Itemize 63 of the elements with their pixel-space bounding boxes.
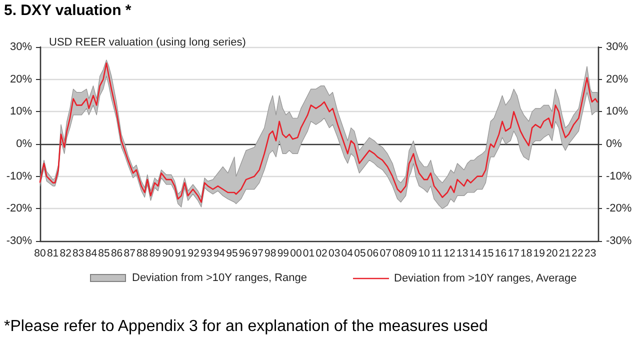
- legend-label: Deviation from >10Y ranges, Average: [394, 272, 577, 284]
- x-tick-label: 94: [213, 248, 226, 260]
- x-tick-label: 90: [162, 248, 174, 260]
- x-tick-label: 19: [533, 248, 546, 260]
- x-tick-label: 10: [418, 248, 430, 260]
- x-tick-label: 93: [200, 248, 212, 260]
- x-tick-label: 99: [277, 248, 290, 260]
- x-tick-label: 02: [316, 248, 328, 260]
- x-tick-label: 84: [85, 248, 98, 260]
- y2-tick-label: 0%: [606, 138, 622, 150]
- y2-tick-label: 20%: [606, 73, 628, 86]
- x-tick-label: 15: [482, 248, 494, 260]
- y2-tick-label: 10%: [606, 106, 628, 118]
- y2-tick-label: 30%: [606, 41, 628, 53]
- y2-tick-label: -10%: [606, 170, 632, 182]
- x-tick-label: 86: [110, 248, 123, 260]
- x-tick-label: 07: [380, 248, 392, 260]
- x-tick-label: 98: [264, 248, 276, 260]
- x-tick-label: 09: [405, 248, 418, 260]
- text: *Please refer to Appendix 3 for an explanation of the measures used: [4, 318, 488, 336]
- y2-tick-label: -30%: [606, 235, 632, 247]
- y-tick-label: 30%: [10, 41, 32, 53]
- x-tick-label: 03: [328, 248, 340, 260]
- y-tick-label: -30%: [6, 235, 32, 247]
- x-tick-label: 91: [174, 248, 187, 260]
- x-tick-label: 13: [456, 248, 468, 260]
- x-tick-label: 17: [508, 248, 520, 260]
- x-tick-label: 00: [290, 248, 302, 260]
- text: Deviation from >10Y ranges, Range: [132, 272, 307, 284]
- x-tick-label: 97: [252, 248, 264, 260]
- x-tick-label: 89: [149, 248, 162, 260]
- x-tick-label: 06: [366, 248, 379, 260]
- x-tick-label: 82: [60, 248, 72, 260]
- x-tick-label: 83: [72, 248, 84, 260]
- x-tick-label: 87: [124, 248, 136, 260]
- x-tick-label: 16: [494, 248, 507, 260]
- x-tick-label: 80: [34, 248, 46, 260]
- y-tick-label: 10%: [10, 106, 32, 118]
- x-tick-label: 11: [431, 248, 442, 260]
- x-tick-label: 05: [354, 248, 366, 260]
- y-tick-label: -20%: [6, 202, 32, 215]
- x-tick-label: 92: [188, 248, 200, 260]
- chart-title: 5. DXY valuation *: [4, 2, 132, 19]
- x-tick-label: 22: [572, 248, 584, 260]
- x-tick-label: 04: [341, 248, 354, 260]
- y-tick-label: -10%: [6, 170, 32, 182]
- y-tick-label: 20%: [10, 73, 32, 86]
- x-tick-label: 01: [302, 248, 315, 260]
- x-tick-label: 88: [136, 248, 148, 260]
- x-tick-label: 85: [98, 248, 110, 260]
- y-tick-label: 0%: [16, 138, 32, 150]
- chart-subtitle: USD REER valuation (using long series): [49, 36, 246, 48]
- x-tick-label: 12: [444, 248, 456, 260]
- x-tick-label: 14: [469, 248, 482, 260]
- x-tick-label: 18: [520, 248, 532, 260]
- x-tick-label: 21: [558, 248, 571, 260]
- x-tick-label: 81: [46, 248, 59, 260]
- x-tick-label: 95: [226, 248, 238, 260]
- x-tick-label: 20: [546, 248, 558, 260]
- x-tick-label: 96: [238, 248, 251, 260]
- x-tick-label: 23: [584, 248, 596, 260]
- x-tick-label: 08: [392, 248, 404, 260]
- y2-tick-label: -20%: [606, 202, 632, 215]
